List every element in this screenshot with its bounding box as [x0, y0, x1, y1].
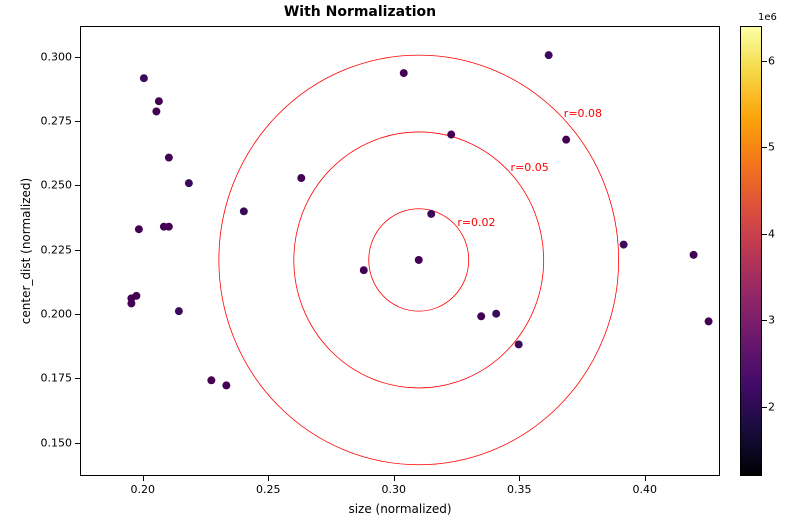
y-axis-label-text: center_dist (normalized) [19, 178, 33, 324]
colorbar-tick-label: 4 [768, 227, 775, 240]
colorbar-tick-label: 3 [768, 314, 775, 327]
x-tick-mark [519, 476, 520, 481]
scatter-point [705, 317, 713, 325]
colorbar [740, 26, 762, 476]
scatter-point [400, 69, 408, 77]
y-tick-label: 0.250 [34, 179, 72, 192]
colorbar-gradient [741, 27, 761, 475]
radius-label: r=0.08 [564, 107, 602, 120]
scatter-point [690, 251, 698, 259]
scatter-point [132, 292, 140, 300]
plot-svg [81, 27, 719, 475]
colorbar-tick-label: 5 [768, 141, 775, 154]
colorbar-exponent: 1e6 [758, 12, 777, 23]
plot-area [80, 26, 720, 476]
x-tick-label: 0.35 [507, 483, 532, 496]
x-tick-label: 0.20 [130, 483, 155, 496]
x-tick-mark [143, 476, 144, 481]
scatter-point [222, 381, 230, 389]
x-tick-label: 0.25 [256, 483, 281, 496]
scatter-point [135, 225, 143, 233]
colorbar-tick-label: 6 [768, 54, 775, 67]
scatter-point [240, 207, 248, 215]
scatter-point [620, 241, 628, 249]
x-tick-label: 0.30 [381, 483, 406, 496]
colorbar-tick-label: 2 [768, 400, 775, 413]
y-tick-mark [75, 250, 80, 251]
scatter-point [207, 376, 215, 384]
x-tick-label: 0.40 [632, 483, 657, 496]
scatter-point [175, 307, 183, 315]
y-tick-label: 0.225 [34, 243, 72, 256]
colorbar-tick-mark [762, 147, 767, 148]
scatter-point [427, 210, 435, 218]
y-tick-label: 0.175 [34, 372, 72, 385]
radius-label: r=0.02 [457, 216, 495, 229]
y-tick-label: 0.275 [34, 115, 72, 128]
y-tick-mark [75, 121, 80, 122]
scatter-point [492, 310, 500, 318]
scatter-point [447, 131, 455, 139]
scatter-point [360, 266, 368, 274]
scatter-point [515, 340, 523, 348]
y-tick-label: 0.150 [34, 436, 72, 449]
x-axis-label: size (normalized) [80, 502, 720, 516]
scatter-point [415, 256, 423, 264]
y-tick-mark [75, 378, 80, 379]
radius-label: r=0.05 [511, 161, 549, 174]
y-tick-mark [75, 185, 80, 186]
chart-title: With Normalization [0, 4, 720, 20]
x-tick-mark [394, 476, 395, 481]
colorbar-tick-mark [762, 61, 767, 62]
y-tick-label: 0.200 [34, 308, 72, 321]
colorbar-tick-mark [762, 407, 767, 408]
scatter-point [297, 174, 305, 182]
colorbar-tick-mark [762, 234, 767, 235]
x-tick-mark [645, 476, 646, 481]
scatter-point [165, 154, 173, 162]
scatter-point [152, 107, 160, 115]
colorbar-tick-mark [762, 320, 767, 321]
y-tick-label: 0.300 [34, 50, 72, 63]
scatter-point [160, 223, 168, 231]
scatter-point [185, 179, 193, 187]
scatter-point [545, 51, 553, 59]
y-tick-mark [75, 57, 80, 58]
figure: With Normalization 0.200.250.300.350.40 … [0, 0, 790, 527]
scatter-point [562, 136, 570, 144]
y-tick-mark [75, 314, 80, 315]
scatter-point [477, 312, 485, 320]
scatter-point [127, 299, 135, 307]
y-tick-mark [75, 443, 80, 444]
x-tick-mark [268, 476, 269, 481]
scatter-point [140, 74, 148, 82]
scatter-point [155, 97, 163, 105]
y-axis-label: center_dist (normalized) [16, 26, 36, 476]
